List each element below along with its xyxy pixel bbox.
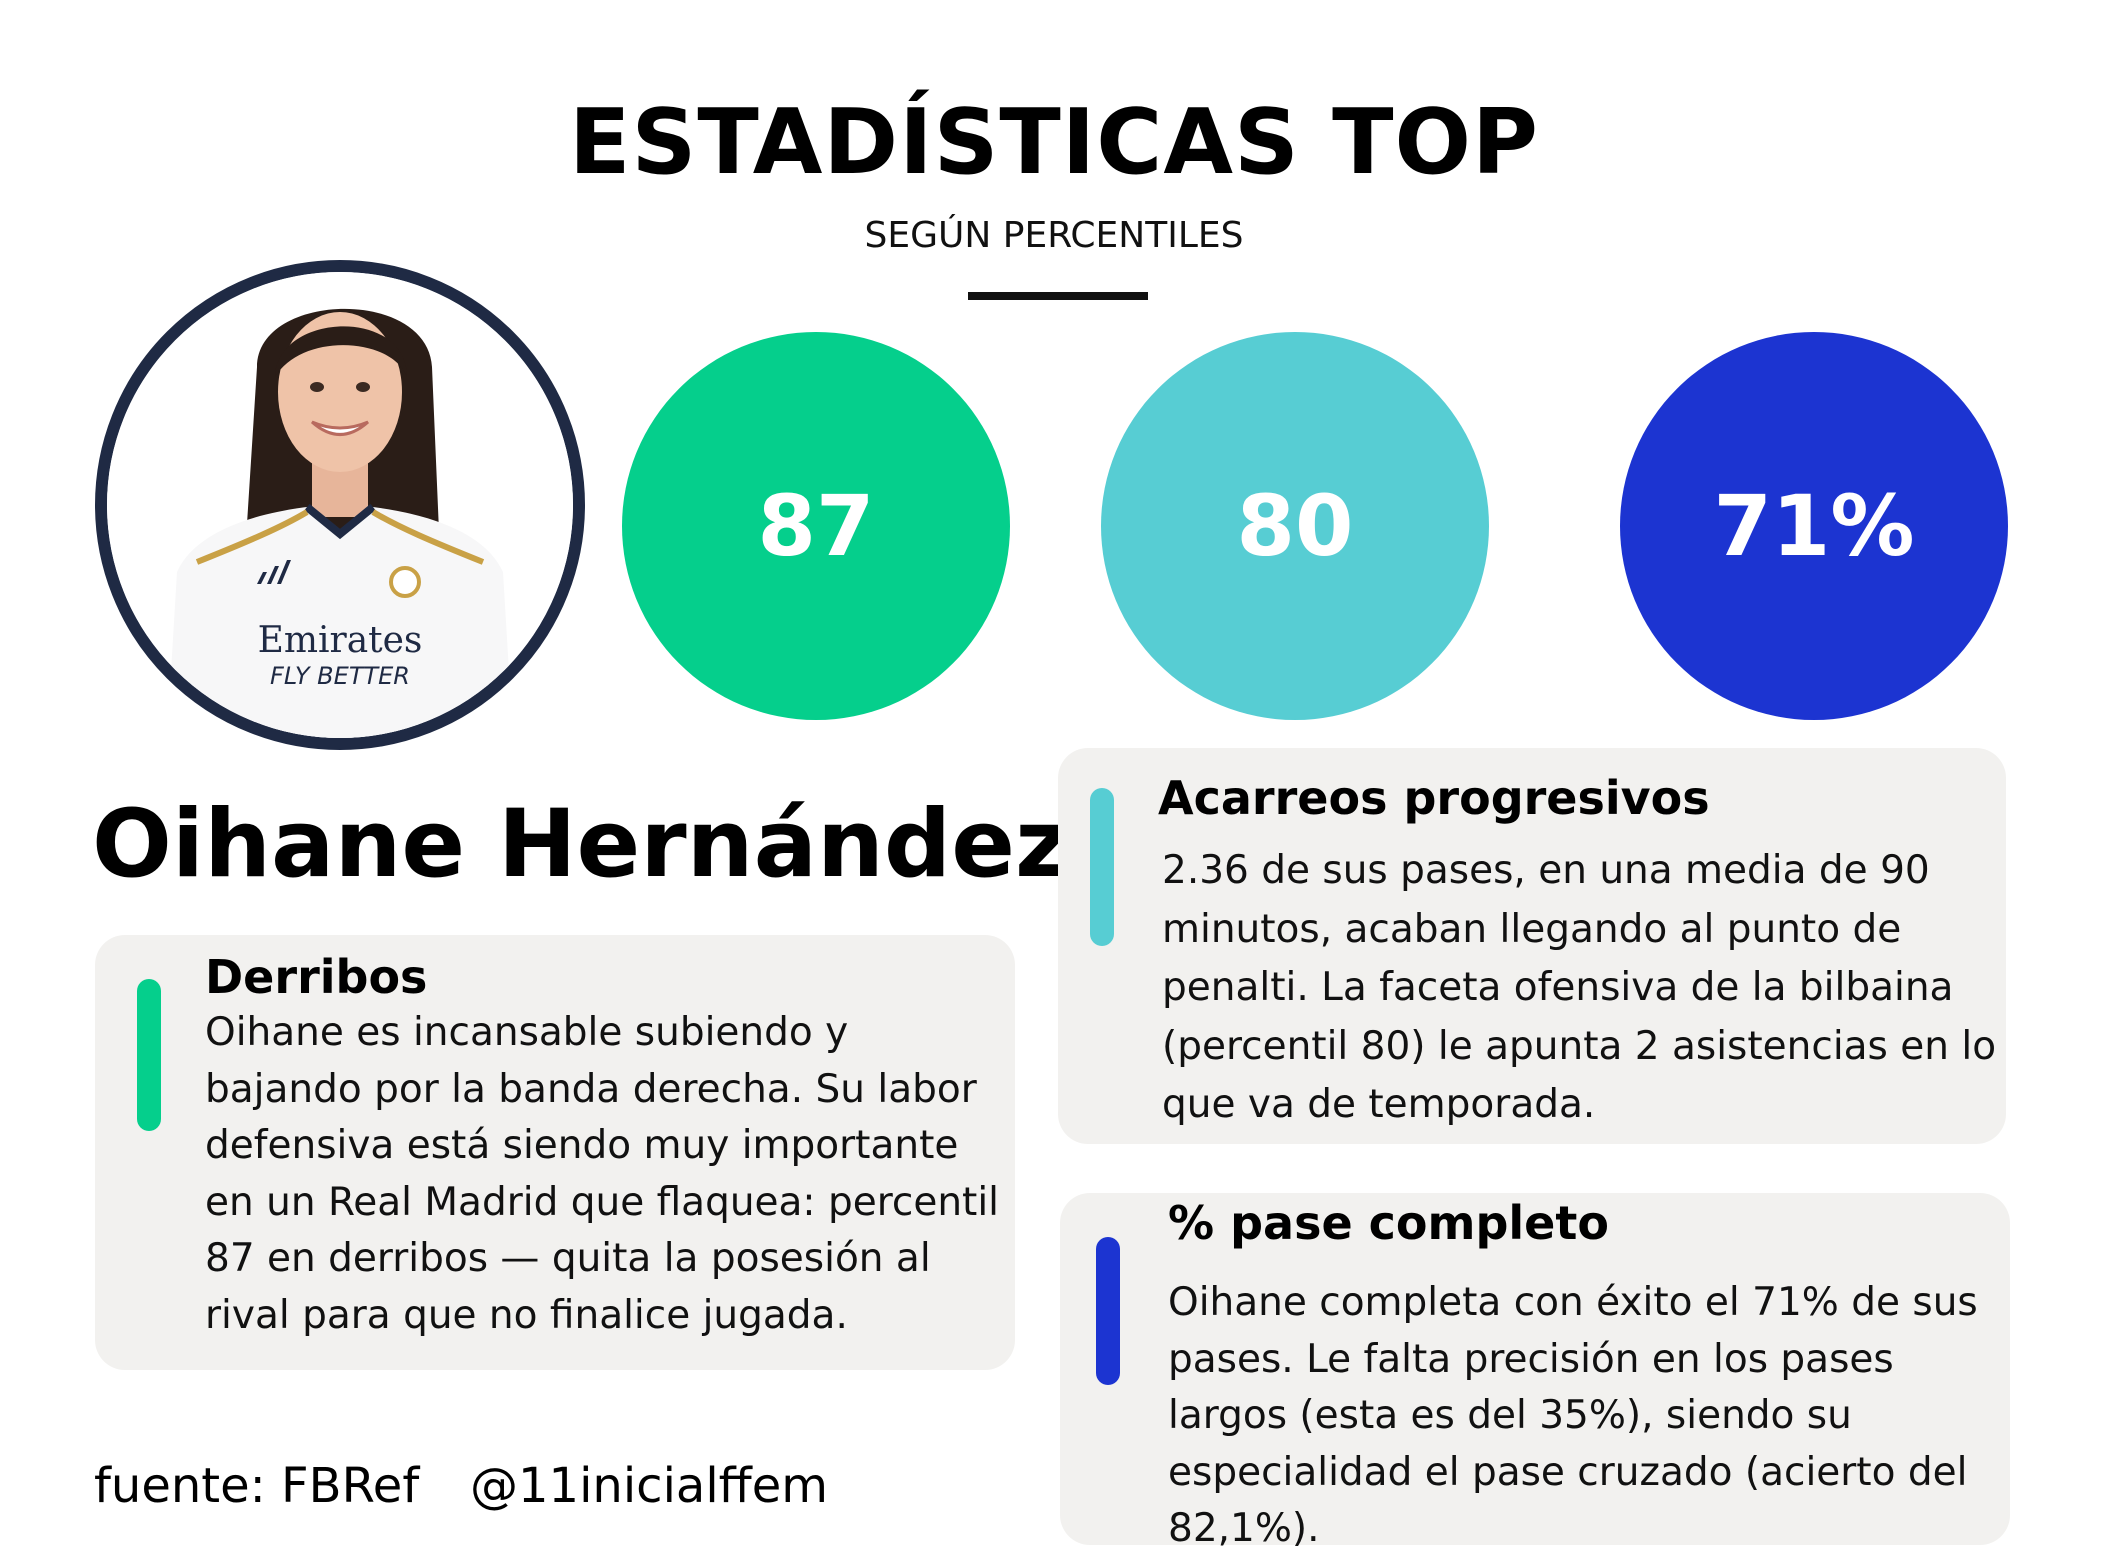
social-handle: @11inicialffem: [470, 1458, 829, 1514]
sponsor-tagline: FLY BETTER: [270, 662, 410, 690]
player-photo: Emirates FLY BETTER: [95, 260, 585, 750]
stat-circle-pase: 71%: [1620, 332, 2008, 720]
card-title: Derribos: [205, 950, 428, 1004]
card-accent-bar: [1090, 788, 1114, 946]
stat-value-derribos: 87: [757, 477, 875, 575]
page-title: ESTADÍSTICAS TOP: [569, 90, 1539, 195]
card-text: 2.36 de sus pases, en una media de 90 mi…: [1162, 848, 1997, 1127]
title-divider: [968, 292, 1148, 300]
card-title: Acarreos progresivos: [1158, 771, 1710, 825]
stat-value-pase: 71%: [1713, 477, 1915, 575]
card-acarreos: Acarreos progresivos 2.36 de sus pases, …: [1058, 748, 2006, 1144]
stat-circle-derribos: 87: [622, 332, 1010, 720]
stat-value-acarreos: 80: [1236, 477, 1354, 575]
sponsor-text: Emirates: [258, 620, 423, 661]
source-credit: fuente: FBRef: [94, 1458, 420, 1514]
card-text: Oihane completa con éxito el 71% de sus …: [1168, 1280, 1978, 1551]
card-derribos: Derribos Oihane es incansable subiendo y…: [95, 935, 1015, 1370]
card-pase-completo: % pase completo Oihane completa con éxit…: [1060, 1193, 2010, 1551]
card-accent-bar: [137, 979, 161, 1131]
card-text: Oihane es incansable subiendo y bajando …: [205, 1010, 1000, 1338]
card-title: % pase completo: [1168, 1196, 1609, 1250]
player-name: Oihane Hernández: [92, 790, 1070, 899]
page-subtitle: SEGÚN PERCENTILES: [864, 215, 1244, 256]
player-portrait-illustration: Emirates FLY BETTER: [107, 272, 573, 738]
stat-circle-acarreos: 80: [1101, 332, 1489, 720]
card-accent-bar: [1096, 1237, 1120, 1385]
